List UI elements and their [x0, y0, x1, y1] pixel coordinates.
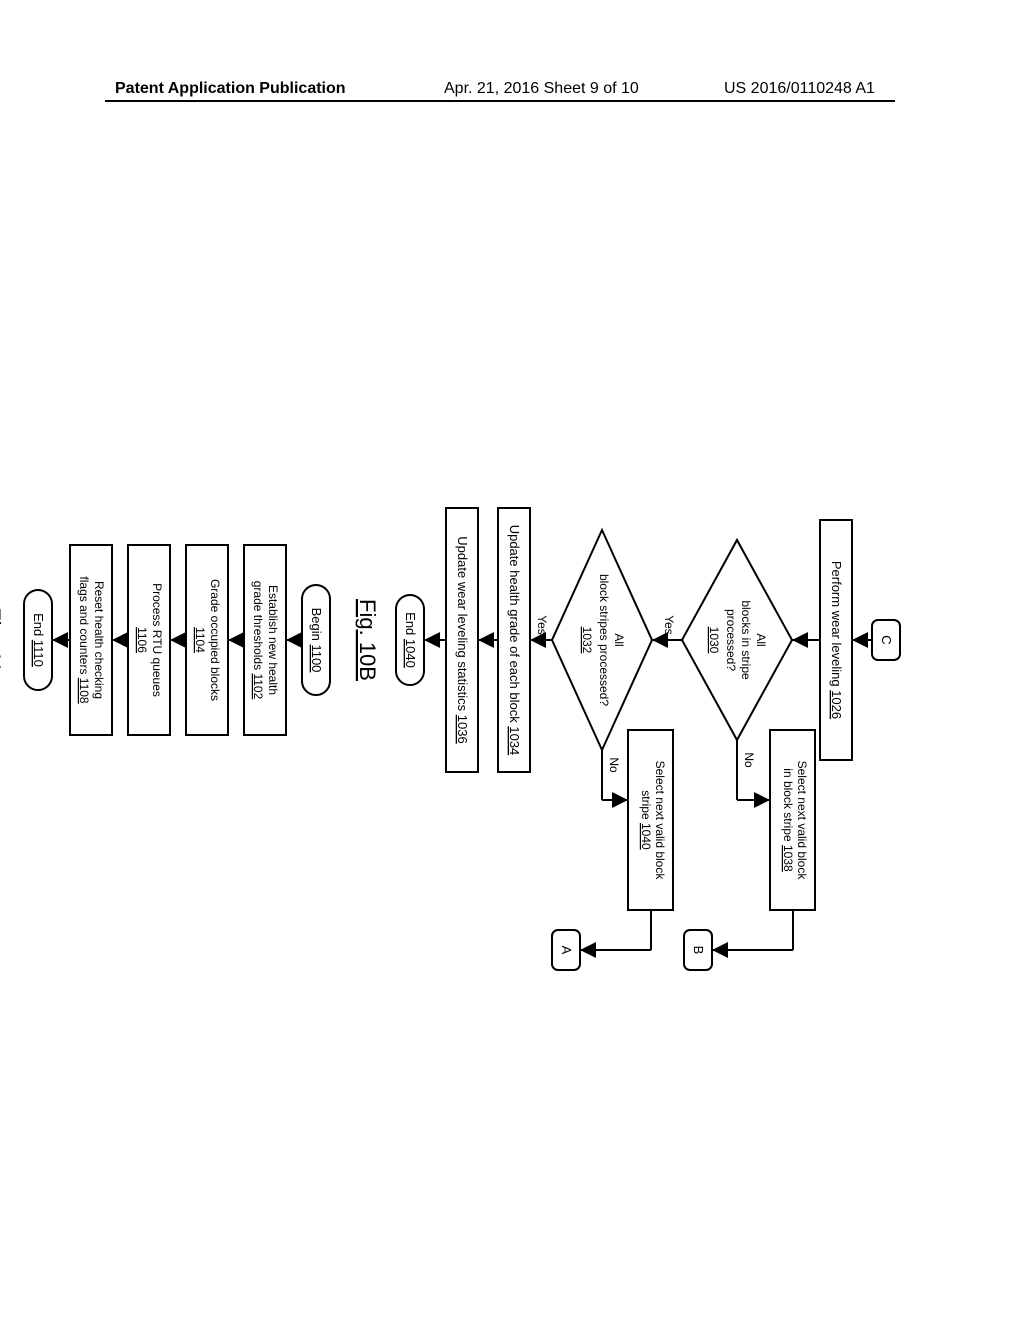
- d1-yes: Yes: [662, 615, 676, 635]
- diagram-svg: C Perform wear leveling 1026 All blocks …: [100, 270, 900, 1030]
- reset-l2: flags and counters 1108: [77, 576, 91, 704]
- patent-header: Patent Application Publication Apr. 21, …: [0, 80, 1024, 110]
- d1-ref: 1030: [707, 627, 721, 654]
- fig11-caption: Fig. 11: [0, 607, 5, 673]
- end-11: End 1110: [31, 613, 46, 667]
- d2-yes: Yes: [535, 615, 549, 635]
- begin-11: Begin 1100: [309, 608, 324, 673]
- page: Patent Application Publication Apr. 21, …: [0, 0, 1024, 1320]
- process-l1: Process RTU queues: [150, 583, 164, 697]
- header-right: US 2016/0110248 A1: [724, 80, 875, 98]
- selstripe-l1: Select next valid block: [653, 761, 667, 881]
- d1-no: No: [742, 752, 756, 768]
- process-ref: 1106: [135, 627, 149, 653]
- diagrams: C Perform wear leveling 1026 All blocks …: [100, 270, 900, 1030]
- selblock-l1: Select next valid block: [795, 761, 809, 881]
- perform-wear-leveling: Perform wear leveling 1026: [829, 561, 844, 719]
- d2-ref: 1032: [580, 627, 594, 654]
- end-10b: End 1040: [403, 612, 418, 668]
- selstripe-l2: stripe 1040: [639, 790, 653, 850]
- grade-ref: 1104: [193, 627, 207, 653]
- fig11: Begin 1100 Establish new health grade th…: [0, 545, 330, 735]
- connector-c: C: [879, 635, 894, 644]
- d1-l1: All: [754, 633, 768, 646]
- update-health: Update health grade of each block 1034: [507, 525, 522, 756]
- update-stats: Update wear leveling statistics 1036: [455, 536, 470, 743]
- estab-l1: Establish new health: [266, 585, 280, 695]
- grade-l1: Grade occupied blocks: [208, 579, 222, 701]
- header-center: Apr. 21, 2016 Sheet 9 of 10: [444, 80, 639, 98]
- d2-no: No: [607, 757, 621, 773]
- connector-a: A: [559, 946, 574, 955]
- reset-l1: Reset health checking: [92, 581, 106, 699]
- estab-l2: grade thresholds 1102: [251, 581, 265, 700]
- d1-l3: processed?: [724, 609, 738, 671]
- fig10b: C Perform wear leveling 1026 All blocks …: [355, 508, 900, 970]
- fig10b-caption: Fig. 10B: [355, 599, 380, 681]
- connector-b: B: [691, 946, 706, 955]
- d2-l1: All: [612, 633, 626, 646]
- d1-l2: blocks in stripe: [739, 600, 753, 680]
- header-left: Patent Application Publication: [115, 80, 346, 98]
- d2-l2: block stripes processed?: [597, 574, 611, 706]
- selblock-l2: in block stripe 1038: [781, 768, 795, 872]
- header-rule: [105, 100, 895, 102]
